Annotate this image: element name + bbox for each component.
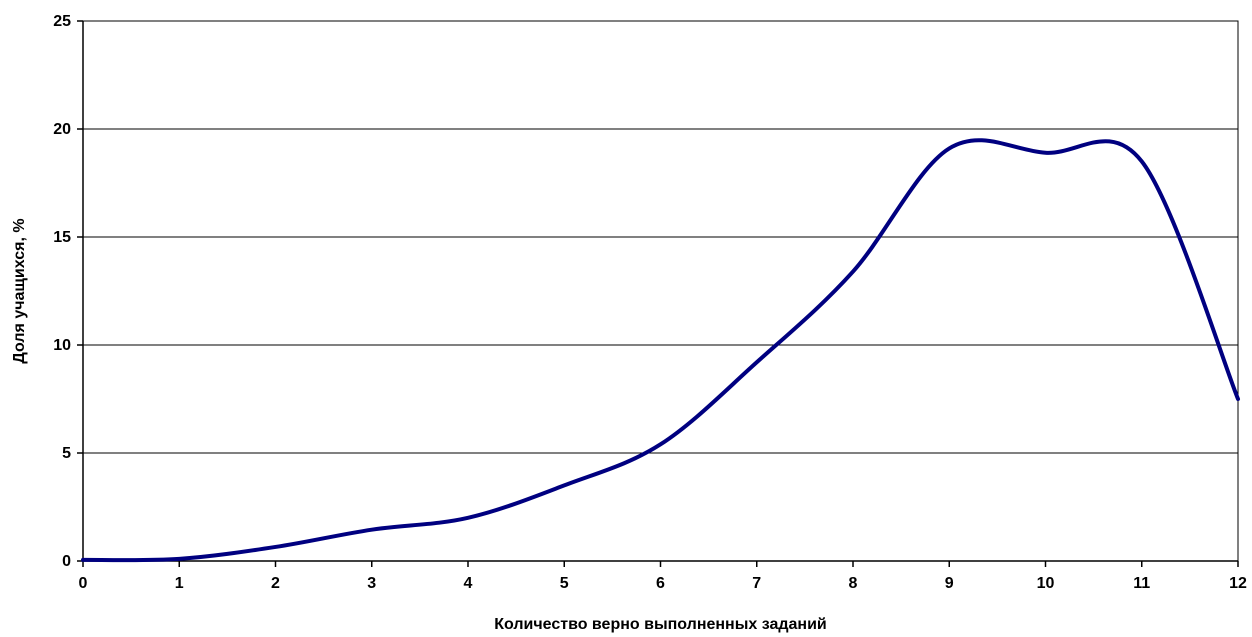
x-tick-label-0: 0 bbox=[79, 575, 88, 592]
x-tick-label-1: 1 bbox=[175, 575, 184, 592]
x-axis-title: Количество верно выполненных заданий bbox=[494, 616, 827, 633]
y-tick-label-1: 5 bbox=[62, 445, 71, 462]
x-tick-label-2: 2 bbox=[271, 575, 280, 592]
y-tick-label-5: 25 bbox=[53, 13, 71, 30]
plot-area bbox=[82, 20, 1239, 562]
x-tick-label-7: 7 bbox=[752, 575, 761, 592]
x-tick-label-12: 12 bbox=[1229, 575, 1247, 592]
y-tick-label-0: 0 bbox=[62, 553, 71, 570]
x-tick-label-8: 8 bbox=[849, 575, 858, 592]
x-tick-label-11: 11 bbox=[1133, 575, 1150, 592]
x-tick-label-9: 9 bbox=[945, 575, 954, 592]
y-axis-ticks: 0 5 10 15 20 25 bbox=[53, 13, 71, 570]
y-tick-label-4: 20 bbox=[53, 121, 71, 138]
x-axis-ticks: 0 1 2 3 4 5 6 7 8 9 10 11 12 bbox=[79, 575, 1247, 592]
series-line-0 bbox=[81, 138, 1240, 563]
x-tick-label-5: 5 bbox=[560, 575, 569, 592]
x-tick-label-6: 6 bbox=[656, 575, 665, 592]
series-layer bbox=[81, 138, 1240, 563]
x-tick-label-10: 10 bbox=[1037, 575, 1055, 592]
x-tick-label-4: 4 bbox=[464, 575, 473, 592]
y-tick-label-2: 10 bbox=[53, 337, 71, 354]
y-tick-label-3: 15 bbox=[53, 229, 71, 246]
grid-layer bbox=[83, 20, 1238, 454]
axes-layer bbox=[77, 20, 1239, 567]
y-axis-title: Доля учащихся, % bbox=[11, 218, 28, 363]
x-tick-label-3: 3 bbox=[367, 575, 376, 592]
